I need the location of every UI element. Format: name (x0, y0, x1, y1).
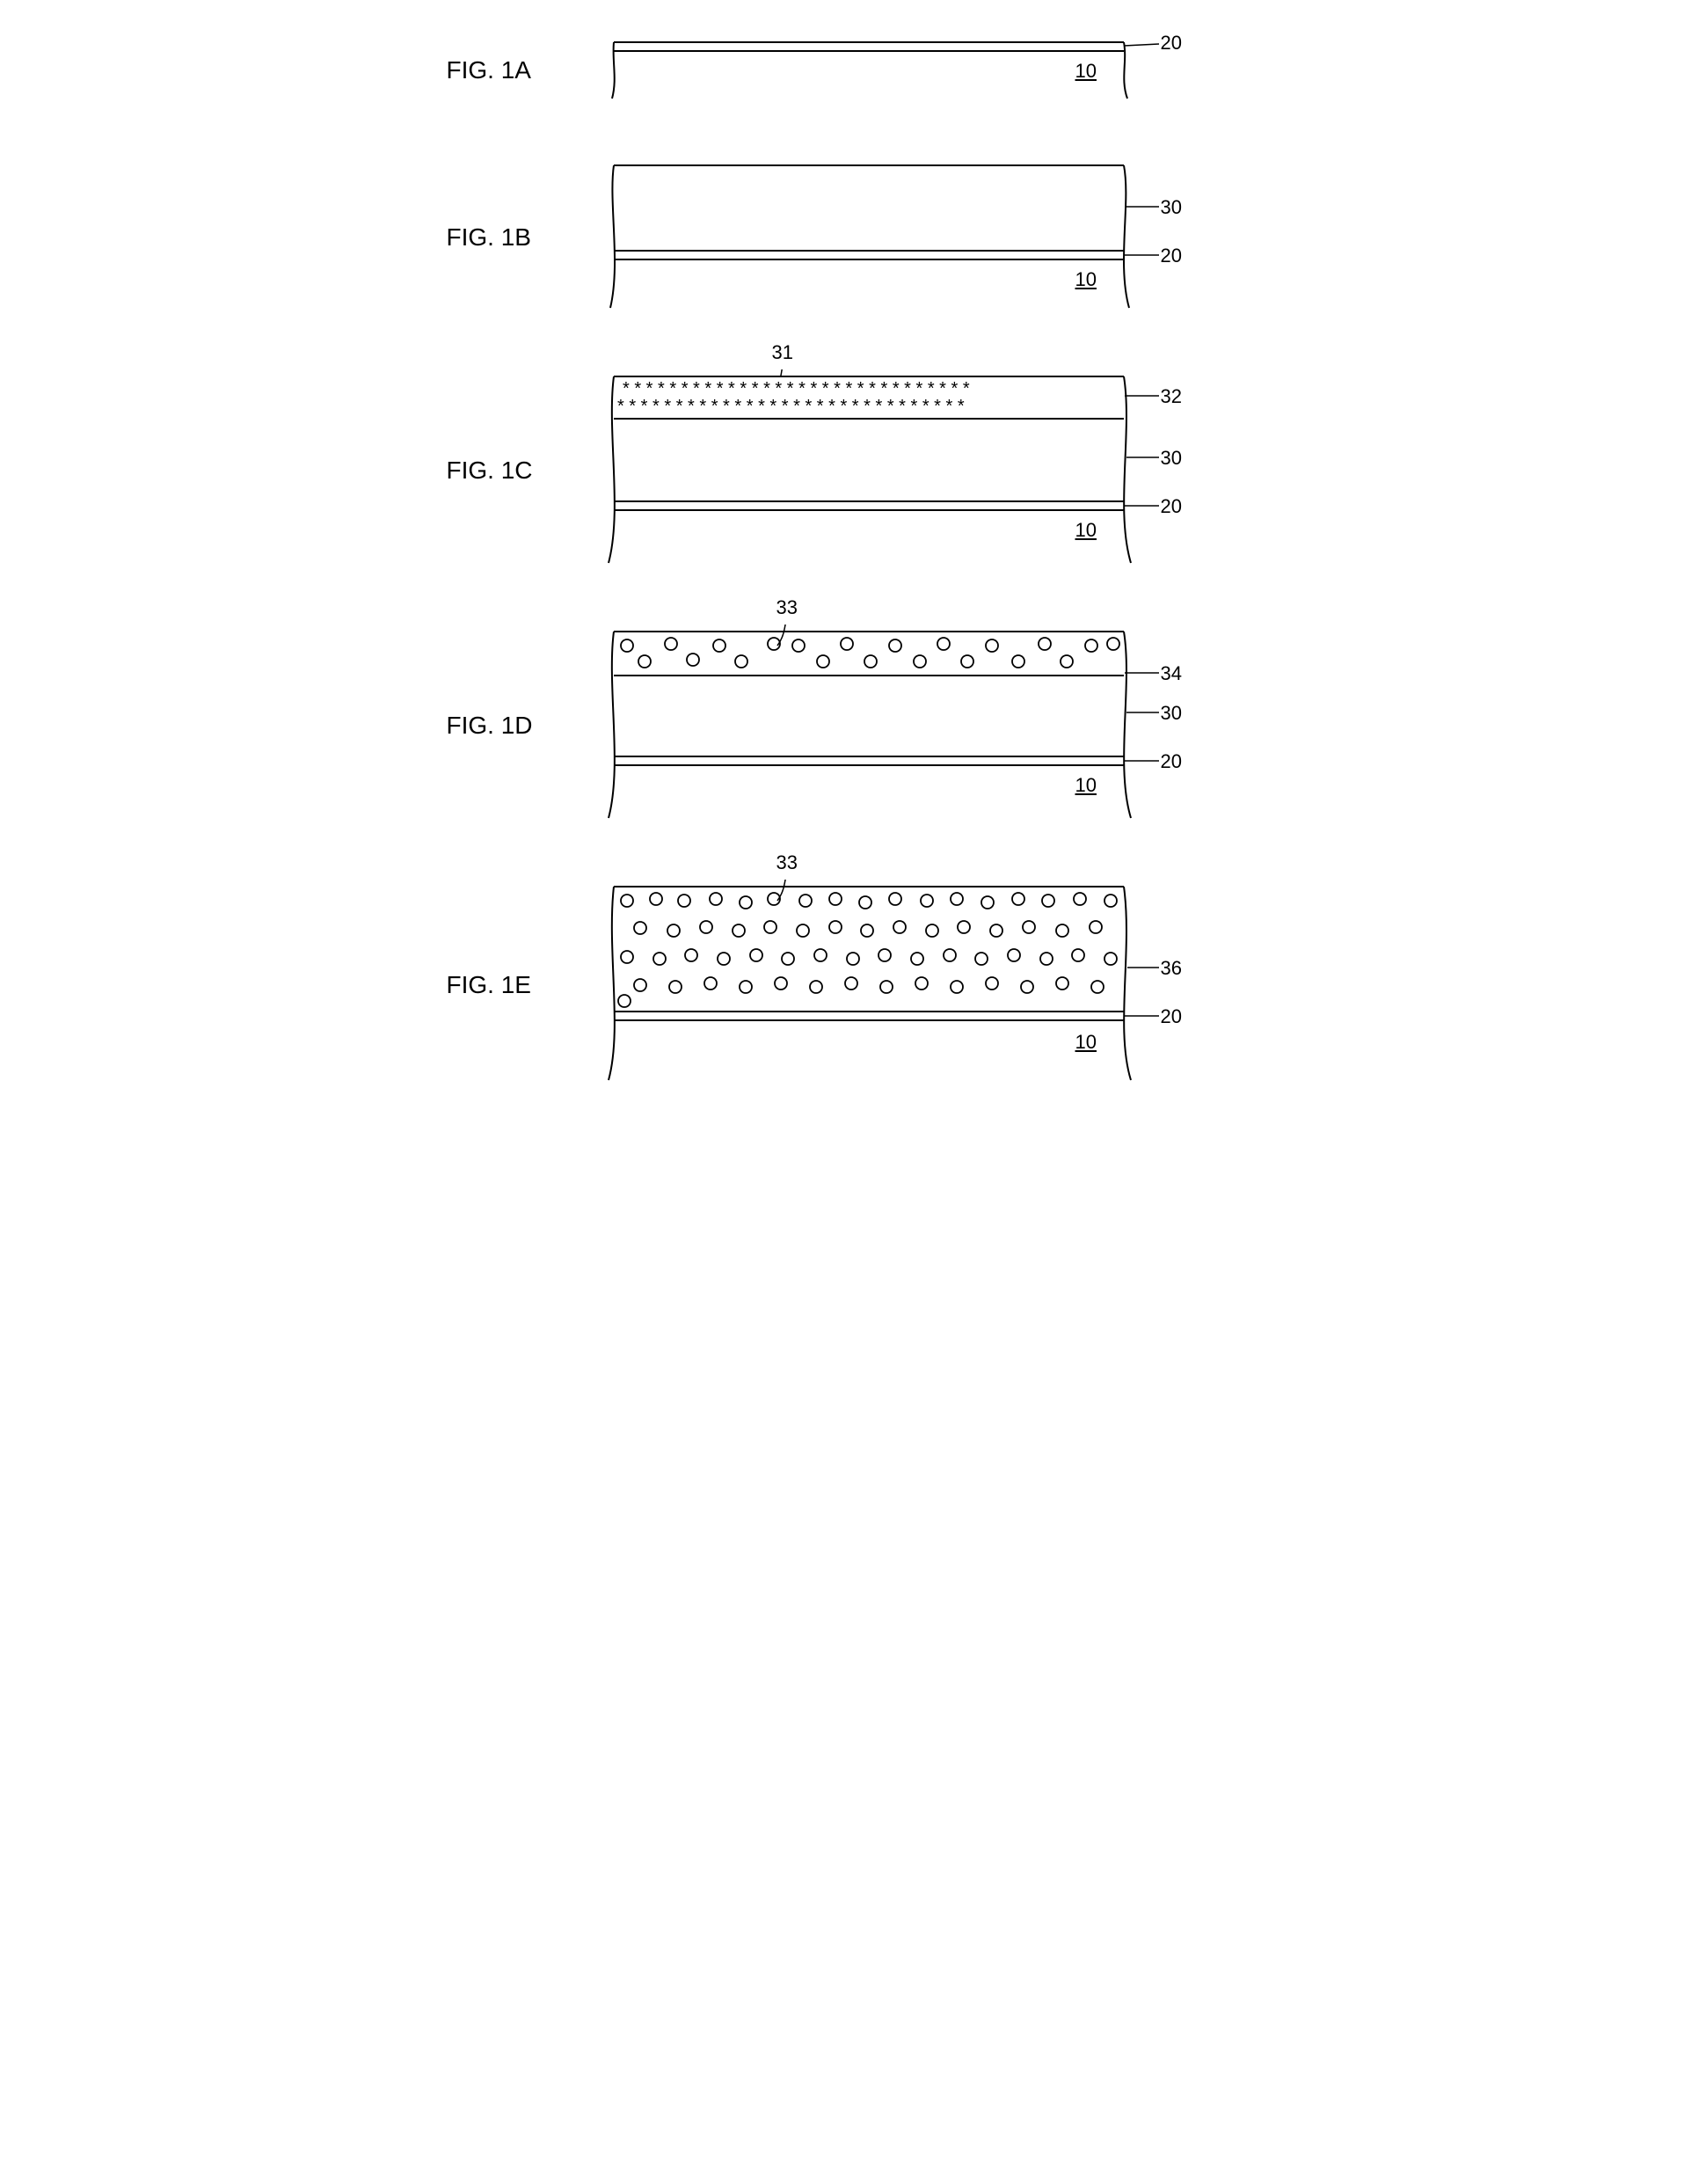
ref-10: 10 (1075, 774, 1097, 797)
ref-20: 20 (1161, 32, 1182, 55)
svg-1e (587, 880, 1221, 1091)
figure-label: FIG. 1E (447, 971, 587, 999)
figure-1e: FIG. 1E 33 (447, 880, 1238, 1091)
svg-1a (587, 35, 1221, 106)
ref-10: 10 (1075, 268, 1097, 291)
diagram-1a: 20 10 (587, 35, 1221, 106)
asterisk-pattern: * * * * * * * * * * * * * * * * * * * * … (617, 379, 970, 416)
pore-pattern (621, 638, 1119, 668)
diagram-1c: 31 * * * * * * * * * * * * * * * * * * *… (587, 369, 1221, 572)
diagram-1d: 33 (587, 625, 1221, 827)
diagram-1b: 30 20 10 (587, 158, 1221, 317)
ref-30: 30 (1161, 447, 1182, 470)
svg-1b (587, 158, 1221, 317)
ref-34: 34 (1161, 662, 1182, 685)
ref-36: 36 (1161, 957, 1182, 980)
diagram-1e: 33 (587, 880, 1221, 1091)
figure-label: FIG. 1A (447, 56, 587, 84)
figure-1b: FIG. 1B 30 20 10 (447, 158, 1238, 317)
figure-1a: FIG. 1A 20 10 (447, 35, 1238, 106)
ref-10: 10 (1075, 60, 1097, 83)
figure-label: FIG. 1D (447, 712, 587, 740)
pore-pattern-full (618, 893, 1117, 1007)
ref-20: 20 (1161, 495, 1182, 518)
ref-10: 10 (1075, 1031, 1097, 1054)
ref-30: 30 (1161, 196, 1182, 219)
svg-text:* * * * * * * * * * * * * * *: * * * * * * * * * * * * * * * * * * * * … (623, 379, 970, 398)
callout-33: 33 (776, 596, 798, 619)
figure-1c: FIG. 1C 31 * * * * * * * * * * * * * * *… (447, 369, 1238, 572)
ref-32: 32 (1161, 385, 1182, 408)
svg-1d (587, 625, 1221, 827)
ref-20: 20 (1161, 750, 1182, 773)
ref-10: 10 (1075, 519, 1097, 542)
figure-label: FIG. 1C (447, 457, 587, 485)
page: FIG. 1A 20 10 FIG. 1B (447, 35, 1238, 1091)
ref-20: 20 (1161, 1005, 1182, 1028)
callout-33: 33 (776, 851, 798, 874)
ref-20: 20 (1161, 245, 1182, 267)
svg-1c: * * * * * * * * * * * * * * * * * * * * … (587, 369, 1221, 572)
figure-1d: FIG. 1D 33 (447, 625, 1238, 827)
callout-31: 31 (772, 341, 793, 364)
svg-text:* * * * * * * * * * * * * * *: * * * * * * * * * * * * * * * * * * * * … (617, 397, 965, 416)
ref-30: 30 (1161, 702, 1182, 725)
figure-label: FIG. 1B (447, 223, 587, 252)
